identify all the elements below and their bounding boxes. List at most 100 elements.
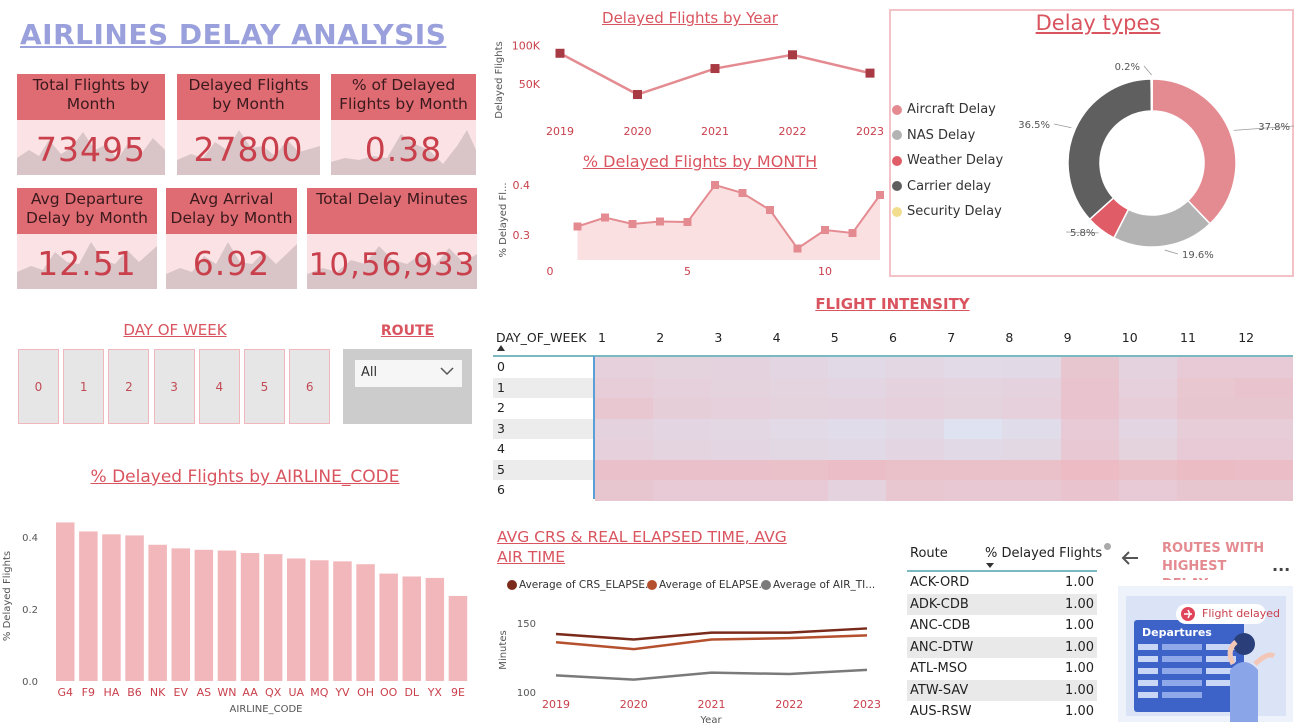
heatmap-cell[interactable]	[1060, 480, 1119, 501]
legend-item[interactable]: Security Delay	[892, 204, 1002, 219]
heatmap-cell[interactable]	[1118, 418, 1177, 439]
bar[interactable]	[333, 561, 352, 681]
data-point[interactable]	[633, 90, 642, 100]
heatmap-cell[interactable]	[595, 357, 654, 378]
heatmap-cell[interactable]	[595, 377, 654, 398]
heatmap-cell[interactable]	[944, 418, 1003, 439]
heatmap-cell[interactable]	[1235, 418, 1294, 439]
route-dropdown[interactable]: All	[355, 360, 462, 387]
heatmap-cell[interactable]	[1177, 377, 1236, 398]
heatmap-cell[interactable]	[595, 398, 654, 419]
heatmap-cell[interactable]	[769, 459, 828, 480]
legend-item[interactable]: Aircraft Delay	[892, 102, 996, 117]
heatmap-cell[interactable]	[1177, 418, 1236, 439]
routes-table-header-route[interactable]: Route	[910, 546, 948, 561]
heatmap-cell[interactable]	[595, 439, 654, 460]
heatmap-cell[interactable]	[769, 480, 828, 501]
heatmap-cell[interactable]	[769, 357, 828, 378]
heatmap-cell[interactable]	[1177, 357, 1236, 378]
sort-asc-icon[interactable]	[496, 344, 506, 352]
data-point[interactable]	[683, 218, 692, 226]
bar[interactable]	[425, 577, 445, 681]
scroll-indicator[interactable]	[1104, 543, 1111, 550]
kpi-pct-delayed[interactable]: % of Delayed Flights by Month 0.38	[331, 74, 476, 175]
heatmap-cell[interactable]	[653, 480, 712, 501]
heatmap-cell[interactable]	[1177, 480, 1236, 501]
heatmap-cell[interactable]	[769, 377, 828, 398]
heatmap-cell[interactable]	[1235, 439, 1294, 460]
heatmap-cell[interactable]	[653, 439, 712, 460]
kpi-total-flights[interactable]: Total Flights by Month 73495	[17, 74, 165, 175]
heatmap-cell[interactable]	[711, 480, 770, 501]
heatmap-cell[interactable]	[886, 377, 945, 398]
heatmap-cell[interactable]	[711, 398, 770, 419]
dow-option-button[interactable]: 6	[289, 349, 331, 424]
dow-option-button[interactable]: 3	[153, 349, 195, 424]
heatmap-cell[interactable]	[653, 459, 712, 480]
legend-item[interactable]: Average of CRS_ELAPSE...	[507, 579, 655, 591]
data-point[interactable]	[628, 220, 637, 228]
heatmap-cell[interactable]	[1235, 377, 1294, 398]
heatmap-cell[interactable]	[595, 480, 654, 501]
sort-desc-icon[interactable]	[985, 562, 995, 569]
bar[interactable]	[240, 553, 260, 681]
bar[interactable]	[287, 558, 306, 681]
heatmap-cell[interactable]	[769, 439, 828, 460]
heatmap-cell[interactable]	[1118, 357, 1177, 378]
heatmap-cell[interactable]	[1118, 398, 1177, 419]
dow-option-button[interactable]: 4	[198, 349, 240, 424]
heatmap-cell[interactable]	[1002, 418, 1061, 439]
heatmap-cell[interactable]	[886, 480, 945, 501]
bar[interactable]	[217, 550, 237, 681]
heatmap-cell[interactable]	[711, 418, 770, 439]
bar[interactable]	[310, 560, 329, 681]
heatmap-cell[interactable]	[653, 357, 712, 378]
data-point[interactable]	[848, 229, 857, 237]
data-point[interactable]	[865, 68, 875, 78]
dow-option-button[interactable]: 2	[108, 349, 150, 424]
heatmap-cell[interactable]	[827, 377, 886, 398]
heatmap-cell[interactable]	[595, 418, 654, 439]
heatmap-cell[interactable]	[1060, 459, 1119, 480]
heatmap-cell[interactable]	[711, 357, 770, 378]
heatmap-cell[interactable]	[944, 459, 1003, 480]
bar[interactable]	[125, 535, 144, 681]
heatmap-cell[interactable]	[1060, 357, 1119, 378]
heatmap-cell[interactable]	[827, 480, 886, 501]
heatmap-cell[interactable]	[944, 398, 1003, 419]
heatmap-cell[interactable]	[1002, 377, 1061, 398]
heatmap-cell[interactable]	[1060, 377, 1119, 398]
data-point[interactable]	[738, 189, 747, 197]
heatmap-cell[interactable]	[711, 439, 770, 460]
heatmap-cell[interactable]	[1118, 480, 1177, 501]
table-row[interactable]: ACK-ORD 1.00	[907, 572, 1097, 594]
data-point[interactable]	[710, 64, 720, 74]
heatmap-cell[interactable]	[886, 418, 945, 439]
bar[interactable]	[402, 576, 422, 681]
heatmap-cell[interactable]	[1060, 418, 1119, 439]
bar[interactable]	[102, 534, 121, 681]
bar[interactable]	[56, 522, 75, 681]
bar[interactable]	[148, 544, 167, 681]
pie-slice[interactable]	[1151, 78, 1237, 225]
data-point[interactable]	[876, 191, 884, 199]
heatmap-cell[interactable]	[827, 398, 886, 419]
legend-item[interactable]: Average of ELAPSE...	[647, 579, 768, 591]
data-point[interactable]	[601, 213, 609, 222]
routes-table-header-pct[interactable]: % Delayed Flights	[985, 546, 1103, 561]
kpi-avg-departure[interactable]: Avg Departure Delay by Month 12.51	[17, 188, 157, 289]
heatmap-cell[interactable]	[827, 357, 886, 378]
heatmap-cell[interactable]	[1177, 459, 1236, 480]
kpi-total-delay-minutes[interactable]: Total Delay Minutes 10,56,933	[307, 188, 477, 289]
table-row[interactable]: ATL-MSO 1.00	[907, 658, 1097, 680]
heatmap-cell[interactable]	[827, 439, 886, 460]
bar[interactable]	[194, 549, 214, 681]
heatmap-cell[interactable]	[769, 418, 828, 439]
heatmap-cell[interactable]	[827, 459, 886, 480]
heatmap-cell[interactable]	[1060, 439, 1119, 460]
heatmap-cell[interactable]	[1235, 459, 1294, 480]
data-point[interactable]	[793, 244, 802, 253]
heatmap-cell[interactable]	[886, 398, 945, 419]
bar[interactable]	[79, 531, 98, 681]
legend-item[interactable]: Average of AIR_TI...	[761, 579, 875, 591]
